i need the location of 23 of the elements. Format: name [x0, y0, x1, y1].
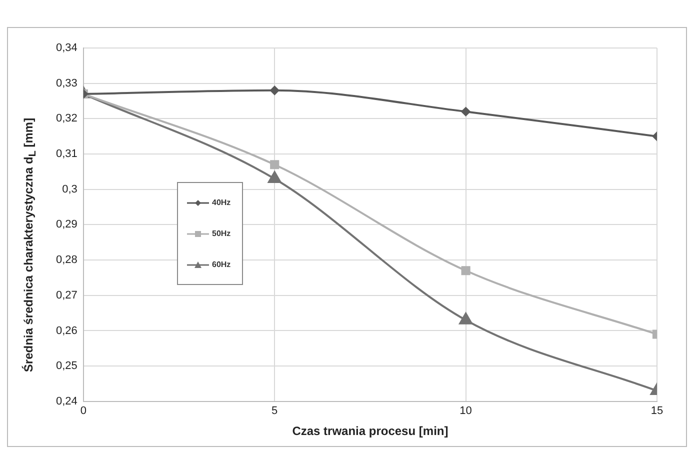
y-tick-label: 0,31 [56, 148, 78, 160]
point [268, 171, 282, 184]
y-tick-label: 0,27 [56, 289, 78, 302]
point [459, 312, 472, 324]
y-tick-label: 0,33 [56, 77, 78, 90]
y-tick-label: 0,3 [62, 183, 78, 196]
y-tick-label: 0,28 [56, 254, 78, 266]
point [270, 160, 280, 170]
y-tick-label: 0,29 [56, 218, 78, 231]
x-tick-label: 5 [272, 405, 278, 418]
x-tick-label: 15 [650, 405, 664, 418]
legend-label: 60Hz [212, 260, 231, 269]
point [461, 266, 470, 276]
y-tick-label: 0,34 [56, 42, 78, 54]
x-tick-label: 10 [460, 405, 472, 418]
legend-label: 40Hz [212, 198, 231, 207]
y-tick-label: 0,24 [56, 395, 78, 408]
x-axis-title: Czas trwania procesu [min] [292, 424, 448, 438]
y-tick-label: 0,25 [56, 360, 78, 372]
y-tick-label: 0,26 [56, 324, 78, 337]
y-tick-label: 0,32 [56, 112, 78, 125]
x-tick-label: 0 [80, 405, 86, 418]
legend-label: 50Hz [212, 229, 231, 238]
